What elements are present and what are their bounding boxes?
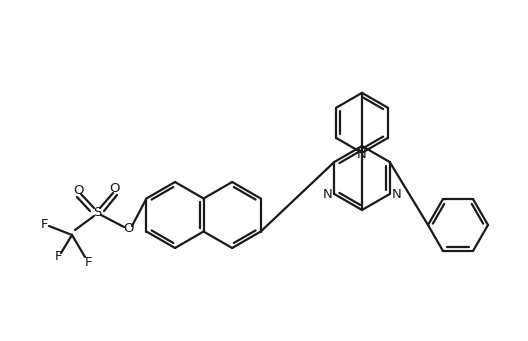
Text: F: F <box>41 219 49 232</box>
Text: O: O <box>73 183 83 196</box>
Text: F: F <box>84 255 92 268</box>
Text: N: N <box>392 188 402 201</box>
Text: S: S <box>93 206 101 219</box>
Text: N: N <box>357 148 367 161</box>
Text: O: O <box>122 222 133 235</box>
Text: O: O <box>109 181 119 194</box>
Text: N: N <box>323 188 332 201</box>
Text: F: F <box>54 251 62 264</box>
